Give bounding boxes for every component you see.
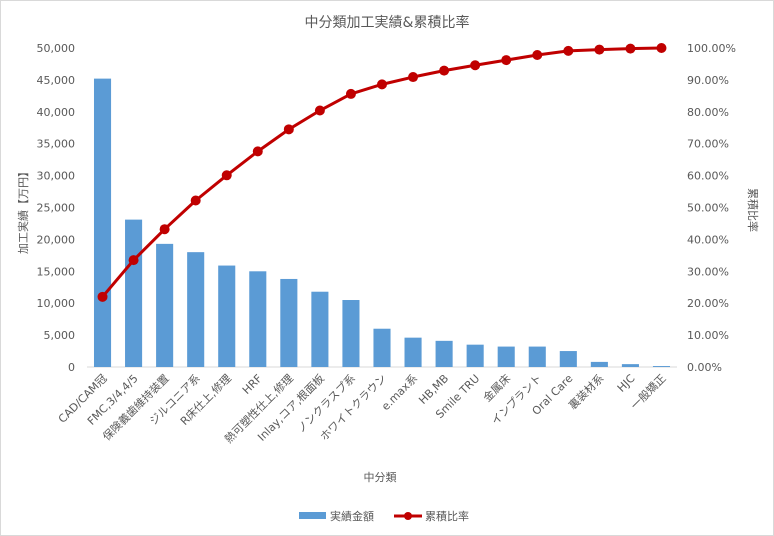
bar [218,265,236,367]
y2-tick-label: 60.00% [687,170,729,183]
bar [652,366,671,367]
bar [93,78,112,368]
y2-tick-label: 90.00% [687,74,729,87]
cumulative-point [501,55,512,66]
cumulative-point [190,195,201,206]
bar [466,344,484,367]
y-tick-label: 25,000 [37,202,76,215]
cumulative-point [377,79,387,90]
y2-tick-label: 70.00% [687,138,729,151]
cumulative-point [128,255,139,266]
cumulative-point [221,170,232,181]
cumulative-point [345,88,356,99]
cumulative-point [408,72,419,83]
legend-bar-label: 実績金額 [330,509,374,523]
y2-tick-label: 100.00% [687,42,736,55]
y-tick-label: 20,000 [37,233,76,246]
cumulative-point [314,105,325,116]
y2-tick-label: 10.00% [687,329,729,342]
legend-line-label: 累積比率 [425,509,469,523]
bar [435,340,453,367]
y2-tick-label: 0.00% [687,361,722,374]
y2-tick-label: 30.00% [687,265,729,278]
x-axis-title: 中分類 [364,471,397,484]
bar [125,219,143,367]
y2-tick-label: 50.00% [687,202,729,215]
cumulative-point [159,224,170,235]
bar [621,364,639,367]
cumulative-point [532,50,543,61]
bar [373,328,391,367]
y-tick-label: 10,000 [37,297,76,310]
y-tick-label: 40,000 [37,106,76,119]
cumulative-point [283,124,294,135]
bar [528,346,546,367]
bar [559,351,577,367]
legend-bar-swatch [299,512,326,519]
bar [187,252,205,367]
y-tick-label: 0 [68,361,75,374]
y-axis-title: 加工実績【万円】 [16,166,30,254]
y-tick-label: 30,000 [37,170,76,183]
cumulative-point [439,65,450,76]
cumulative-point [656,43,667,53]
y2-tick-label: 80.00% [687,106,729,119]
cumulative-point [97,291,108,302]
cumulative-point [594,44,605,55]
y-tick-label: 45,000 [37,74,76,87]
chart-title: 中分類加工実績&累積比率 [305,14,470,31]
bar [342,300,360,367]
bar [249,271,267,367]
cumulative-point [563,45,574,56]
legend: 実績金額 累積比率 [299,509,469,523]
bar [156,243,174,367]
bar [404,337,422,367]
y-tick-label: 5,000 [44,329,76,342]
y-tick-label: 15,000 [37,265,76,278]
y-tick-label: 50,000 [37,42,76,55]
bar [590,361,608,367]
bar [311,291,329,367]
y-tick-label: 35,000 [37,138,76,151]
cumulative-point [470,60,481,71]
y2-tick-label: 40.00% [687,233,729,246]
y2-tick-label: 20.00% [687,297,729,310]
bar [497,346,515,367]
cumulative-point [252,146,263,157]
y2-axis-title: 累積比率 [746,188,760,232]
cumulative-point [625,43,636,54]
legend-line-marker [404,512,412,520]
bar [280,278,298,367]
